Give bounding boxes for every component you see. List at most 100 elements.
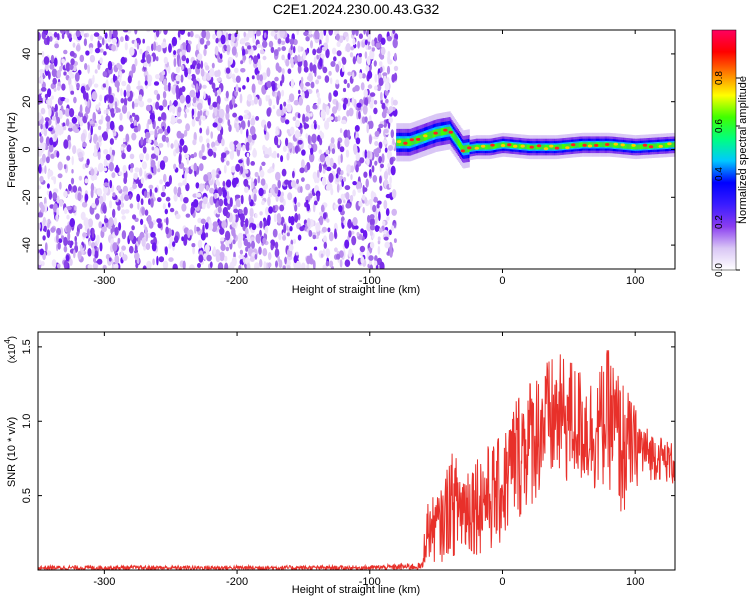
heatmap-cell — [147, 74, 153, 83]
heatmap-cell — [351, 235, 357, 246]
heatmap-cell — [373, 260, 378, 266]
heatmap-cell — [304, 164, 308, 173]
heatmap-cell — [250, 161, 255, 166]
figure-title: C2E1.2024.230.00.43.G32 — [273, 1, 440, 17]
heatmap-cell — [225, 179, 232, 188]
heatmap-cell — [259, 220, 263, 229]
colorbar-tick-label: 0.6 — [714, 119, 725, 133]
heatmap-cell — [542, 144, 545, 150]
heatmap-cell — [117, 205, 121, 211]
heatmap-cell — [187, 43, 191, 53]
heatmap-cell — [185, 40, 189, 45]
heatmap-cell — [645, 144, 648, 149]
heatmap-cell — [214, 109, 217, 117]
heatmap-cell — [479, 144, 481, 150]
heatmap-cell — [322, 168, 326, 174]
heatmap-cell — [371, 39, 375, 47]
heatmap-cell — [58, 129, 62, 136]
heatmap-cell — [53, 259, 57, 268]
heatmap-cell — [46, 190, 50, 196]
heatmap-cell — [63, 236, 68, 247]
heatmap-peak — [543, 147, 549, 151]
heatmap-cell — [103, 158, 108, 167]
heatmap-cell — [367, 84, 373, 89]
heatmap-peak — [520, 144, 525, 148]
heatmap-cell — [87, 264, 93, 269]
heatmap-cell — [518, 143, 520, 149]
spectrogram-x-axis-label: Height of straight line (km) — [292, 284, 420, 296]
heatmap-cell — [92, 247, 95, 257]
heatmap-cell — [151, 43, 154, 52]
heatmap-cell — [283, 223, 287, 234]
heatmap-cell — [150, 153, 157, 159]
heatmap-cell — [57, 173, 63, 179]
heatmap-cell — [90, 34, 94, 42]
heatmap-cell — [591, 142, 593, 148]
heatmap-cell — [280, 155, 284, 163]
heatmap-cell — [57, 33, 60, 41]
heatmap-cell — [238, 264, 242, 269]
heatmap-cell — [179, 194, 183, 202]
heatmap-cell — [274, 76, 279, 82]
heatmap-cell — [183, 234, 188, 241]
heatmap-cell — [225, 90, 229, 99]
heatmap-cell — [486, 144, 488, 150]
heatmap-cell — [182, 260, 186, 269]
heatmap-cell — [207, 148, 214, 157]
heatmap-cell — [279, 204, 285, 212]
heatmap-cell — [300, 127, 303, 135]
heatmap-cell — [317, 125, 321, 130]
heatmap-cell — [127, 75, 132, 84]
heatmap-cell — [305, 183, 311, 191]
heatmap-cell — [69, 73, 75, 79]
heatmap-cell — [91, 202, 96, 209]
heatmap-cell — [320, 109, 326, 120]
heatmap-cell — [146, 45, 151, 52]
heatmap-cell — [410, 138, 412, 146]
heatmap-cell — [352, 71, 355, 80]
heatmap-cell — [366, 150, 371, 159]
heatmap-cell — [75, 30, 81, 38]
heatmap-cell — [274, 186, 279, 194]
heatmap-cell — [88, 78, 93, 88]
heatmap-cell — [220, 34, 226, 45]
heatmap-cell — [124, 34, 129, 41]
heatmap-cell — [156, 44, 162, 53]
heatmap-cell — [93, 257, 97, 263]
heatmap-cell — [219, 251, 225, 262]
heatmap-cell — [357, 188, 362, 193]
heatmap-cell — [642, 144, 644, 150]
heatmap-cell — [40, 75, 44, 85]
heatmap-cell — [388, 116, 393, 124]
heatmap-cell — [103, 182, 109, 187]
heatmap-cell — [415, 136, 417, 144]
heatmap-cell — [284, 119, 290, 125]
heatmap-cell — [408, 138, 410, 147]
heatmap-cell — [374, 85, 378, 91]
heatmap-cell — [342, 177, 347, 182]
heatmap-cell — [97, 63, 101, 70]
heatmap-cell — [267, 196, 271, 207]
heatmap-cell — [107, 60, 113, 71]
heatmap-cell — [165, 136, 169, 143]
heatmap-cell — [301, 159, 305, 169]
heatmap-cell — [179, 133, 185, 139]
heatmap-cell — [120, 249, 124, 258]
heatmap-cell — [257, 58, 261, 69]
heatmap-cell — [199, 163, 204, 172]
heatmap-cell — [158, 105, 164, 111]
heatmap-cell — [316, 92, 320, 98]
heatmap-cell — [153, 81, 160, 86]
heatmap-cell — [369, 217, 375, 227]
heatmap-cell — [400, 138, 402, 147]
heatmap-cell — [192, 78, 197, 86]
heatmap-cell — [570, 143, 572, 149]
heatmap-peak — [529, 145, 534, 149]
heatmap-cell — [69, 258, 73, 266]
heatmap-cell — [168, 82, 171, 92]
heatmap-cell — [374, 160, 378, 166]
heatmap-cell — [118, 124, 124, 132]
heatmap-cell — [312, 234, 317, 240]
heatmap-cell — [67, 190, 70, 195]
heatmap-cell — [368, 169, 372, 177]
